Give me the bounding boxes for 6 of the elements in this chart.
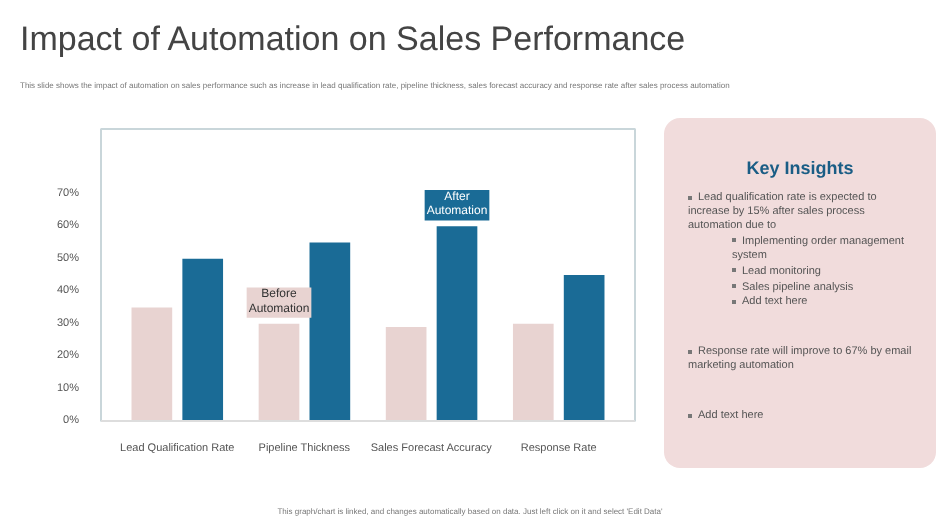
bar xyxy=(182,258,224,421)
bar xyxy=(436,226,478,421)
bar xyxy=(309,242,351,421)
bar xyxy=(563,275,605,421)
text: Key Insights xyxy=(744,158,856,181)
chart-title: Impact of Automation on Sales Performance xyxy=(20,18,686,62)
